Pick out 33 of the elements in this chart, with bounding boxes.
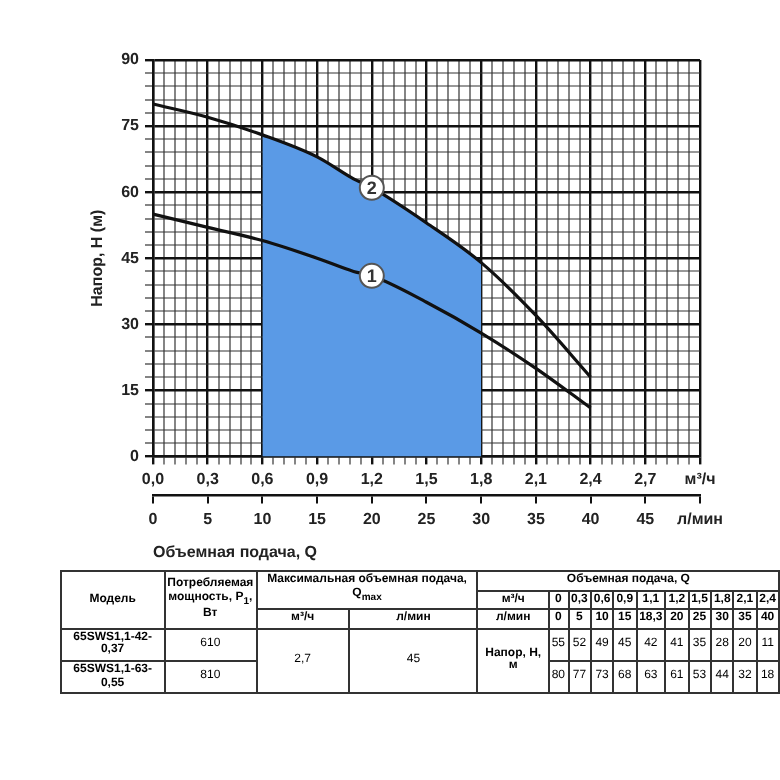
x-tick-label: 0,6 <box>251 470 275 489</box>
x-tick-label: м³/ч <box>684 470 717 489</box>
x2-tick-label: л/мин <box>677 509 724 528</box>
x-tick-label: 2,4 <box>579 470 603 489</box>
y-tick-label: 15 <box>121 380 141 399</box>
x2-tick-label: 15 <box>308 509 328 528</box>
y-tick-label: 60 <box>121 182 141 201</box>
x-tick-label: 2,7 <box>634 470 658 489</box>
x2-tick-label: 20 <box>362 509 382 528</box>
x-axis-title: Объемная подача, Q <box>153 542 318 561</box>
x-tick-label: 2,1 <box>524 470 549 489</box>
x2-tick-label: 0 <box>148 509 159 528</box>
y-tick-label: 0 <box>130 446 141 465</box>
y-tick-label: 75 <box>121 116 141 135</box>
x2-tick-label: 35 <box>526 509 546 528</box>
x2-tick-label: 40 <box>581 509 601 528</box>
x2-tick-label: 5 <box>203 509 214 528</box>
x2-tick-label: 10 <box>253 509 273 528</box>
y-tick-label: 90 <box>121 50 141 69</box>
x-tick-label: 0,9 <box>305 470 330 489</box>
y-tick-label: 30 <box>121 314 141 333</box>
y-tick-label: 45 <box>121 248 141 267</box>
y-axis-title: Напор, Н (м) <box>88 209 107 307</box>
x2-tick-label: 45 <box>636 509 656 528</box>
x-tick-label: 1,2 <box>360 470 385 489</box>
x-tick-label: 1,5 <box>415 470 439 489</box>
x-tick-label: 0,0 <box>141 470 166 489</box>
series-label: 1 <box>366 265 377 286</box>
series-label: 2 <box>366 177 377 198</box>
x-tick-label: 0,3 <box>196 470 220 489</box>
x2-tick-label: 30 <box>472 509 492 528</box>
x2-tick-label: 25 <box>417 509 437 528</box>
x-tick-label: 1,8 <box>470 470 494 489</box>
